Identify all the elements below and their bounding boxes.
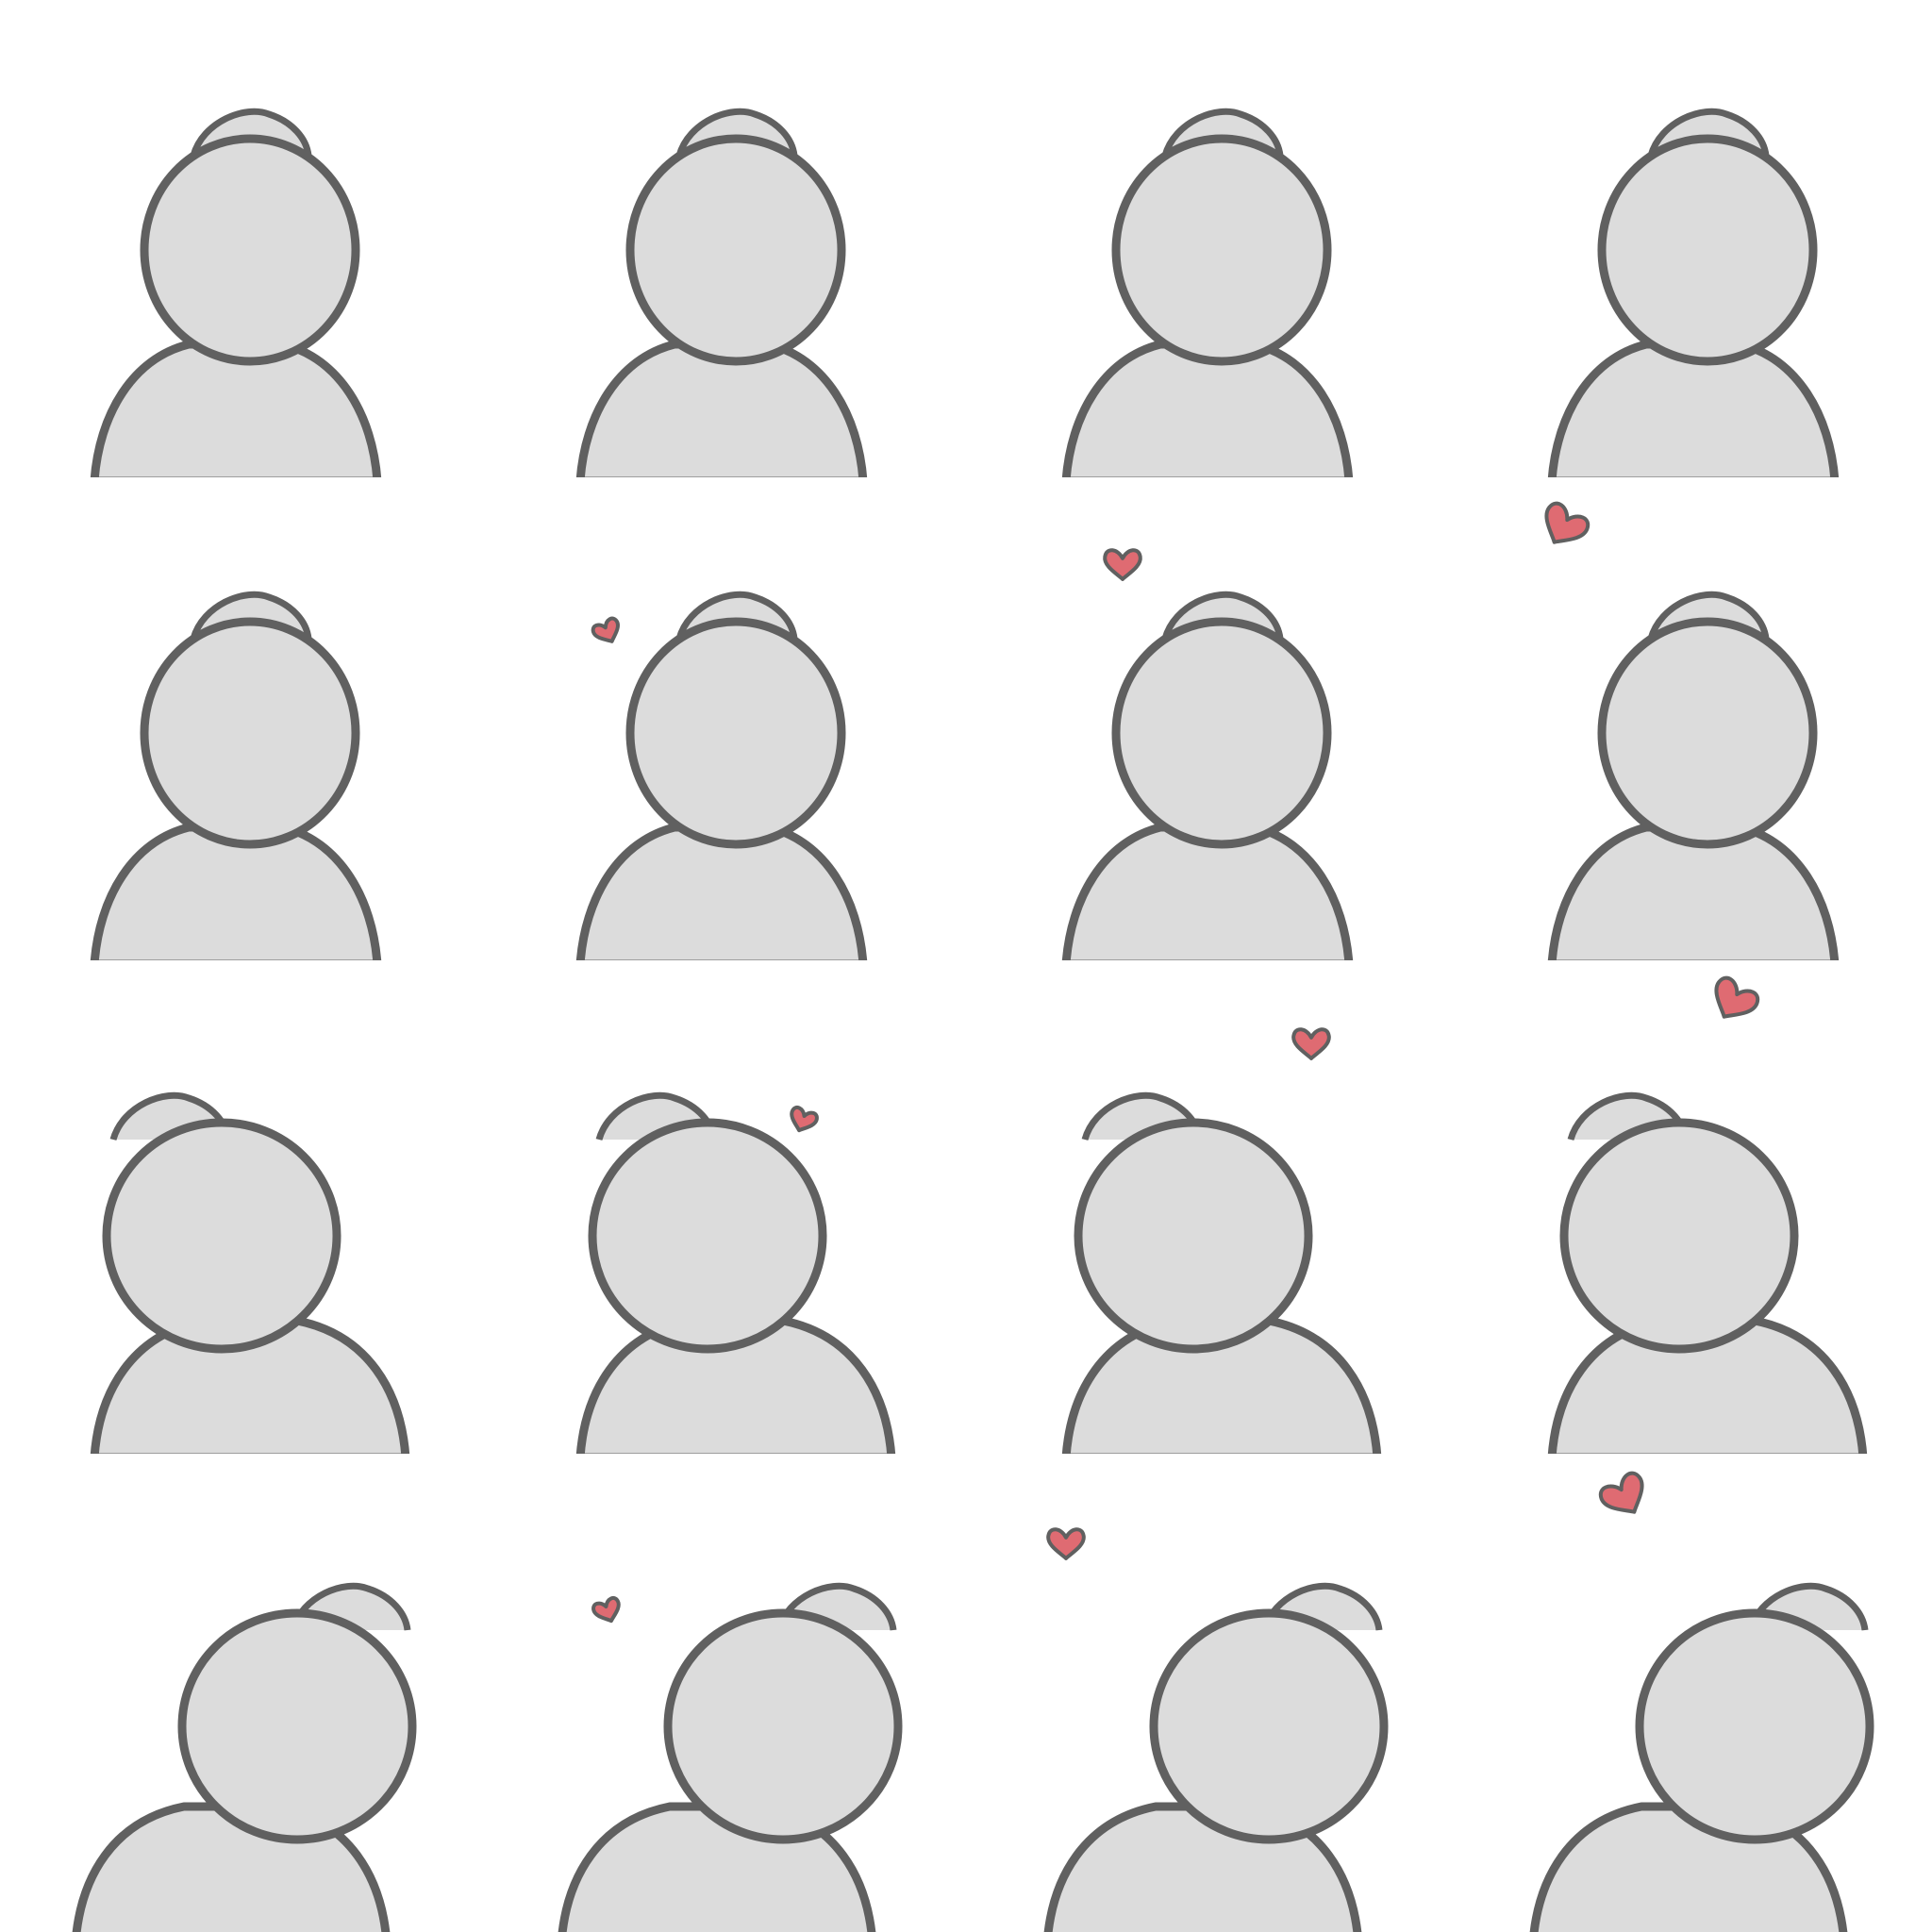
heart-icon [790, 1105, 819, 1133]
body-crop [1542, 960, 1844, 974]
body-crop [85, 1454, 415, 1467]
figure-head [588, 1118, 827, 1354]
figure-head [177, 1608, 417, 1844]
heart-icon [1544, 501, 1591, 544]
body-crop [571, 477, 873, 491]
frame-r3-c3 [1057, 1027, 1387, 1467]
heart-icon [1598, 1471, 1644, 1514]
frame-r3-c1 [85, 1091, 415, 1467]
frame-r4-c3 [1043, 1527, 1389, 1932]
body-crop [1057, 960, 1358, 974]
figure-head [102, 1118, 341, 1354]
figure-head [140, 617, 360, 849]
figure-head [1597, 134, 1818, 366]
frame-r1-c3 [1057, 108, 1358, 491]
body-crop [1542, 477, 1844, 491]
figure-head [1635, 1608, 1874, 1844]
frame-r3-c4 [1542, 975, 1873, 1467]
heart-icon [591, 1595, 621, 1624]
body-crop [85, 477, 387, 491]
figure-head [625, 617, 846, 849]
body-crop [571, 1454, 901, 1467]
frame-r4-c2 [558, 1582, 903, 1932]
heart-icon [1291, 1027, 1331, 1060]
frame-r2-c2 [571, 591, 873, 974]
frame-r4-c1 [72, 1582, 417, 1932]
frame-r1-c4 [1542, 108, 1844, 491]
body-crop [1057, 1454, 1387, 1467]
frame-r1-c1 [85, 108, 387, 491]
frame-r1-c2 [571, 108, 873, 491]
body-crop [1542, 1454, 1873, 1467]
frame-r2-c4 [1542, 501, 1844, 974]
heart-icon [1103, 548, 1142, 581]
heart-icon [1714, 975, 1760, 1019]
body-crop [571, 960, 873, 974]
frame-r4-c4 [1529, 1471, 1874, 1932]
frame-r2-c1 [85, 591, 387, 974]
figure-head [1149, 1608, 1389, 1844]
body-crop [85, 960, 387, 974]
frame-r3-c2 [571, 1091, 901, 1467]
heart-icon [1046, 1527, 1086, 1560]
figure-head [625, 134, 846, 366]
frame-r2-c3 [1057, 548, 1358, 974]
figure-head [1597, 617, 1818, 849]
body-crop [1057, 477, 1358, 491]
heart-icon [591, 616, 620, 643]
figure-head [140, 134, 360, 366]
figure-head [1559, 1118, 1799, 1354]
figure-head [1111, 617, 1332, 849]
figure-head [1111, 134, 1332, 366]
figure-head [1074, 1118, 1313, 1354]
figure-head [663, 1608, 903, 1844]
